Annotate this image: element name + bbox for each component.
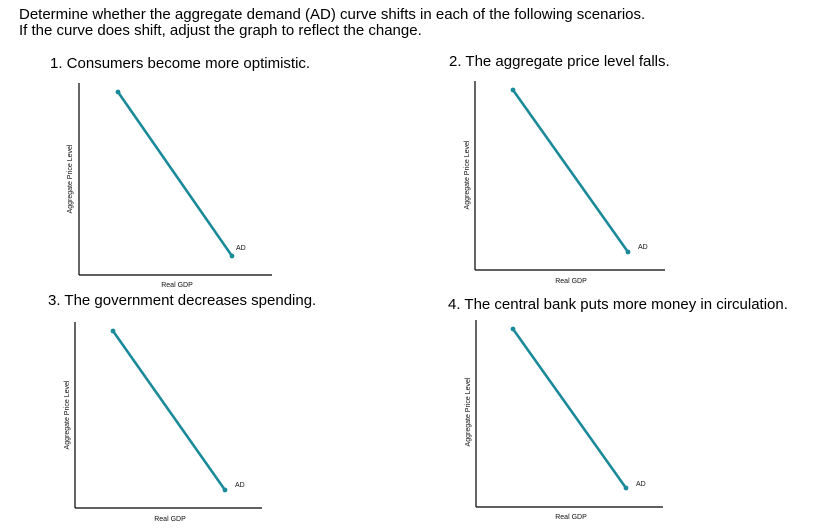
ad-curve-handle-top[interactable] [110, 328, 116, 334]
ad-curve-label: AD [636, 481, 646, 488]
y-axis-label: Aggregate Price Level [464, 140, 471, 209]
x-axis-label: Real GDP [555, 278, 587, 285]
ad-curve[interactable] [511, 88, 630, 254]
instructions: Determine whether the aggregate demand (… [19, 7, 645, 39]
graph-3[interactable]: AD Real GDP Aggregate Price Level [64, 322, 262, 523]
ad-curve-label: AD [236, 245, 246, 252]
ad-curve-handle-top[interactable] [510, 326, 516, 332]
ad-curve[interactable] [511, 327, 628, 490]
ad-curve-label: AD [638, 244, 648, 251]
ad-curve-handle-top[interactable] [115, 89, 121, 95]
ad-curve-handle-bottom[interactable] [625, 249, 631, 255]
ad-curve-handle-top[interactable] [510, 87, 516, 93]
ad-curve-handle-bottom[interactable] [222, 487, 228, 493]
instructions-line-2: If the curve does shift, adjust the grap… [19, 22, 422, 39]
graph-4[interactable]: AD Real GDP Aggregate Price Level [465, 320, 663, 521]
instructions-line-1: Determine whether the aggregate demand (… [19, 6, 646, 23]
y-axis-label: Aggregate Price Level [465, 377, 472, 446]
y-axis-label: Aggregate Price Level [67, 144, 74, 213]
x-axis-label: Real GDP [161, 282, 193, 289]
y-axis-label: Aggregate Price Level [64, 380, 71, 449]
ad-curve-label: AD [235, 482, 245, 489]
ad-curve[interactable] [111, 329, 227, 492]
ad-curve-handle-bottom[interactable] [229, 253, 235, 259]
graph-1[interactable]: AD Real GDP Aggregate Price Level [67, 83, 272, 289]
graph-2[interactable]: AD Real GDP Aggregate Price Level [464, 81, 665, 285]
question-4-title: 4. The central bank puts more money in c… [448, 296, 788, 313]
question-2-title: 2. The aggregate price level falls. [449, 53, 670, 70]
ad-curve[interactable] [116, 90, 234, 258]
x-axis-label: Real GDP [154, 516, 186, 523]
question-3-title: 3. The government decreases spending. [48, 292, 317, 309]
x-axis-label: Real GDP [555, 514, 587, 521]
ad-curve-handle-bottom[interactable] [623, 485, 629, 491]
question-1-title: 1. Consumers become more optimistic. [50, 55, 311, 72]
